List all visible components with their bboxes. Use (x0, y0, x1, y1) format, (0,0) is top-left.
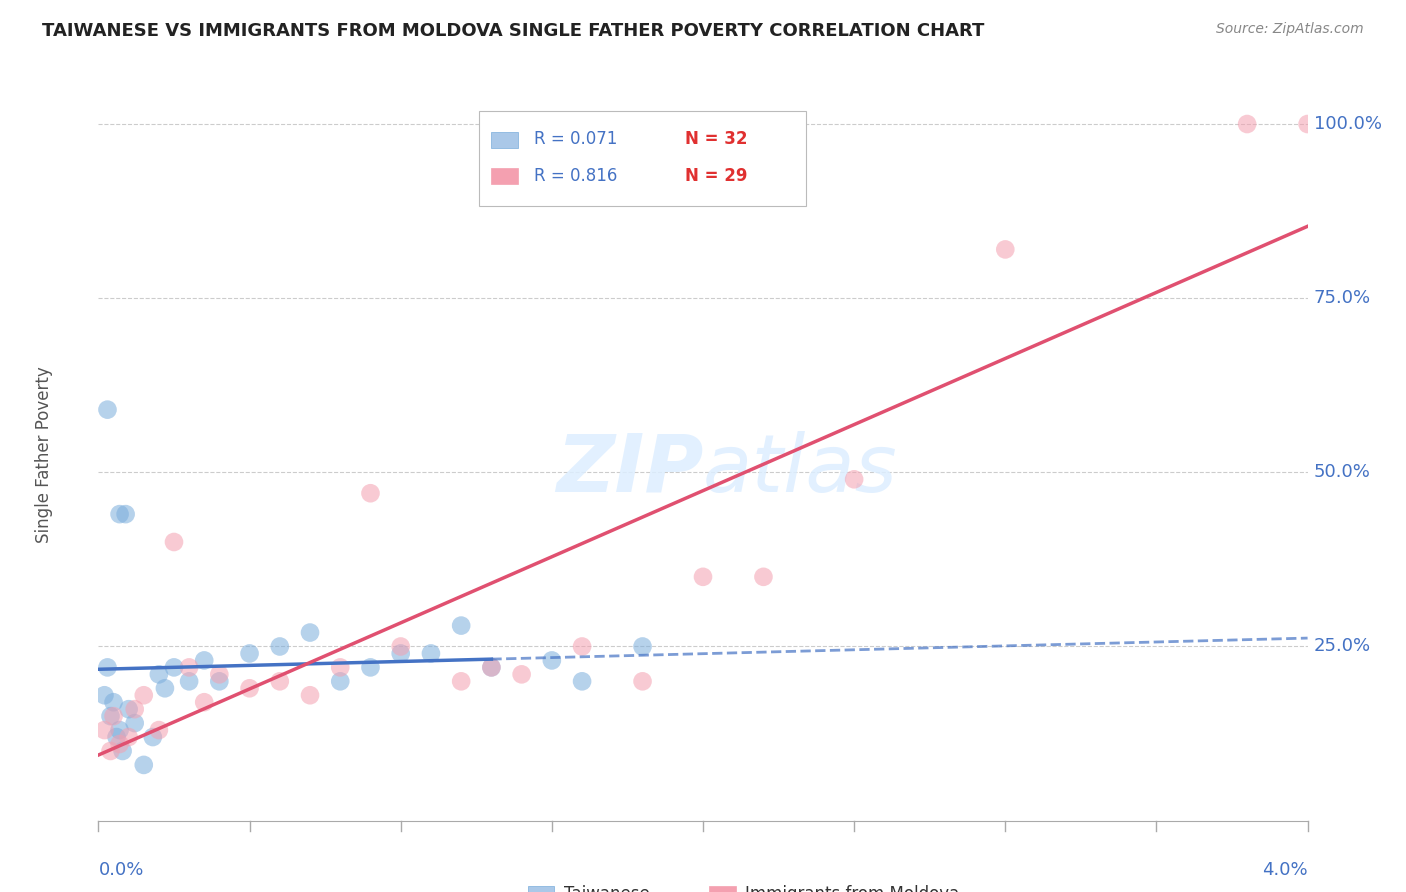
Point (118, 730, 141, 744)
Point (148, 667, 170, 681)
Point (193, 695, 215, 709)
Point (510, 667, 533, 681)
Point (239, 647, 262, 661)
Text: ZIP: ZIP (555, 431, 703, 508)
Point (450, 618, 472, 632)
Point (148, 723, 170, 737)
Point (269, 674, 291, 689)
Point (208, 667, 231, 681)
Point (108, 737, 131, 751)
Point (93, 688, 115, 702)
FancyBboxPatch shape (527, 887, 554, 892)
Text: Single Father Poverty: Single Father Poverty (35, 367, 53, 543)
Text: N = 29: N = 29 (685, 167, 748, 185)
Point (329, 660, 352, 674)
Point (329, 674, 352, 689)
Point (389, 647, 412, 661)
Point (450, 674, 472, 689)
Point (96, 402, 118, 417)
Point (844, 472, 866, 486)
Point (419, 647, 441, 661)
Point (114, 507, 136, 521)
Point (142, 730, 165, 744)
Point (269, 640, 291, 654)
FancyBboxPatch shape (479, 112, 806, 206)
Point (299, 688, 322, 702)
Text: 25.0%: 25.0% (1313, 638, 1371, 656)
Point (571, 640, 593, 654)
Point (100, 744, 122, 758)
Text: atlas: atlas (703, 431, 898, 508)
Point (132, 688, 155, 702)
Text: Immigrants from Moldova: Immigrants from Moldova (745, 885, 959, 892)
FancyBboxPatch shape (492, 132, 517, 148)
Point (103, 709, 125, 723)
Text: N = 32: N = 32 (685, 130, 748, 148)
FancyBboxPatch shape (709, 887, 735, 892)
Point (359, 486, 381, 500)
Point (631, 674, 654, 689)
Text: TAIWANESE VS IMMIGRANTS FROM MOLDOVA SINGLE FATHER POVERTY CORRELATION CHART: TAIWANESE VS IMMIGRANTS FROM MOLDOVA SIN… (42, 22, 984, 40)
Point (631, 640, 654, 654)
Text: 100.0%: 100.0% (1313, 115, 1382, 133)
Point (692, 570, 714, 584)
Point (108, 507, 131, 521)
Point (208, 674, 231, 689)
Point (540, 653, 562, 667)
Point (124, 716, 146, 731)
Point (299, 625, 322, 640)
Point (571, 674, 593, 689)
Point (103, 695, 125, 709)
Point (163, 660, 186, 674)
Point (96, 660, 118, 674)
Point (163, 535, 186, 549)
Text: 50.0%: 50.0% (1313, 463, 1371, 482)
Point (179, 674, 201, 689)
Point (100, 709, 122, 723)
Point (389, 640, 412, 654)
Text: Taiwanese: Taiwanese (564, 885, 650, 892)
Point (93, 723, 115, 737)
Text: R = 0.071: R = 0.071 (534, 130, 617, 148)
Point (752, 570, 775, 584)
Text: Source: ZipAtlas.com: Source: ZipAtlas.com (1216, 22, 1364, 37)
Text: 4.0%: 4.0% (1263, 861, 1308, 879)
Point (1236, 117, 1258, 131)
Text: 0.0%: 0.0% (98, 861, 143, 879)
Point (153, 681, 176, 696)
Point (132, 758, 155, 772)
Text: R = 0.816: R = 0.816 (534, 167, 617, 185)
Point (193, 653, 215, 667)
Point (108, 723, 131, 737)
Point (994, 243, 1017, 257)
Point (111, 744, 134, 758)
Point (1296, 117, 1319, 131)
Point (479, 660, 503, 674)
Point (118, 702, 141, 716)
Point (239, 681, 262, 696)
FancyBboxPatch shape (492, 169, 517, 185)
Point (105, 730, 128, 744)
Text: 75.0%: 75.0% (1313, 289, 1371, 307)
Point (479, 660, 503, 674)
Point (359, 660, 381, 674)
Point (124, 702, 146, 716)
Point (179, 660, 201, 674)
